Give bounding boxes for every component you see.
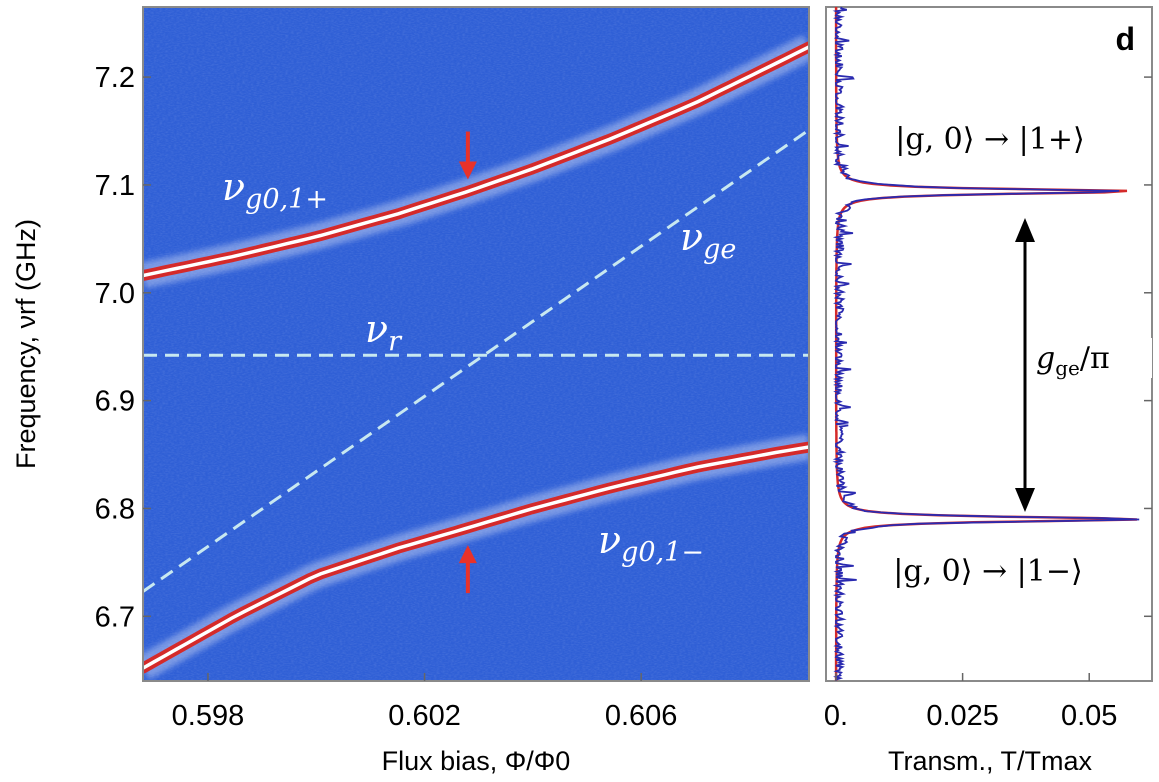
left-x-ticks: 0.598 0.602 0.606 [172, 673, 678, 732]
splitting-arrow [1015, 218, 1035, 512]
splitting-label-bg [1034, 338, 1152, 378]
left-panel: 7.2 7.1 7.0 6.9 6.8 6.7 0.598 0.602 0.606 νg0,1… [11, 6, 810, 776]
left-y-tick-label-3: 6.9 [95, 386, 135, 418]
right-edge-ticks [1144, 76, 1152, 618]
annotation-upper-branch: νg0,1+ [222, 165, 328, 215]
right-x-tick-label-1: 0.025 [926, 700, 999, 732]
left-y-tick-label-0: 7.2 [95, 62, 135, 94]
left-y-tick-label-4: 6.8 [95, 493, 135, 525]
splitting-label: gge/π [1036, 341, 1110, 380]
left-frame [142, 6, 810, 682]
dashed-line-3 [143, 128, 809, 593]
left-y-axis-label: Frequency, νrf (GHz) [11, 219, 41, 469]
left-x-tick-label-2: 0.606 [605, 700, 678, 732]
right-x-tick-label-0: 0. [824, 700, 848, 732]
left-x-tick-label-0: 0.598 [172, 700, 245, 732]
transition-label-lower: |g, 0⟩ → |1−⟩ [893, 554, 1082, 589]
fit-curve-1 [143, 445, 809, 670]
fit-curve-0 [143, 45, 809, 278]
left-y-ticks: 7.2 7.1 7.0 6.9 6.8 6.7 [95, 62, 151, 633]
heatmap-noise [143, 7, 809, 681]
annotation-lower-branch: νg0,1− [598, 518, 704, 568]
panel-label: d [1115, 21, 1135, 57]
right-x-ticks: 0. 0.025 0.05 [824, 673, 1117, 732]
right-x-tick-label-2: 0.05 [1061, 700, 1117, 732]
left-x-tick-label-1: 0.602 [388, 700, 461, 732]
right-plot-area [832, 6, 1140, 681]
left-plot-area [143, 35, 809, 680]
marker-arrow-head-0 [458, 161, 477, 180]
transition-label-upper: |g, 0⟩ → |1+⟩ [895, 122, 1084, 157]
left-y-tick-label-5: 6.7 [95, 601, 135, 633]
right-x-axis-label: Transm., T/Tmax [888, 746, 1093, 776]
right-panel: 0. 0.025 0.05 d |g, 0⟩ → |1+⟩ |g, 0⟩ → |1−… [824, 6, 1153, 776]
left-y-tick-label-2: 7.0 [95, 278, 135, 310]
annotation-resonator: νr [365, 307, 403, 357]
left-y-tick-label-1: 7.1 [95, 170, 135, 202]
left-x-axis-label: Flux bias, Φ/Φ0 [382, 746, 571, 776]
annotation-qubit: νge [680, 215, 736, 265]
data-trace [832, 6, 1140, 681]
marker-arrow-head-1 [458, 545, 477, 564]
